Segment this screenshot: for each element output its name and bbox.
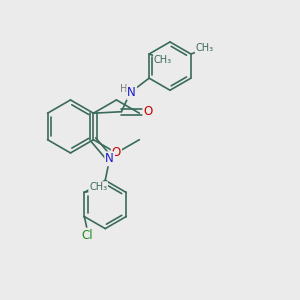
Text: CH₃: CH₃ [196, 43, 214, 53]
Text: H: H [120, 84, 127, 94]
Text: N: N [128, 86, 136, 99]
Text: Cl: Cl [81, 229, 93, 242]
Text: CH₃: CH₃ [154, 55, 172, 65]
Text: N: N [105, 152, 114, 165]
Text: O: O [112, 146, 121, 159]
Text: O: O [143, 105, 152, 118]
Text: CH₃: CH₃ [89, 182, 107, 192]
